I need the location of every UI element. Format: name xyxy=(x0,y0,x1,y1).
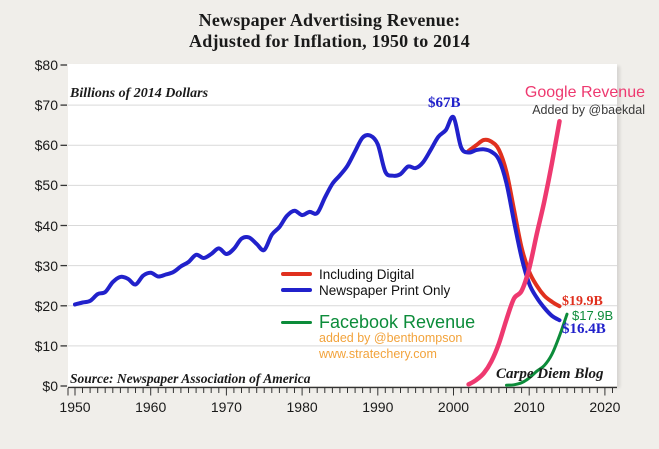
print-only-swatch xyxy=(281,288,312,292)
legend-row-print-only: Newspaper Print Only xyxy=(281,282,475,298)
units-note: Billions of 2014 Dollars xyxy=(70,86,209,101)
chart-title-line1: Newspaper Advertising Revenue: xyxy=(198,10,461,30)
facebook-site-label: www.stratechery.com xyxy=(319,347,437,361)
x-axis-label-1990: 1990 xyxy=(362,399,394,415)
chart-title-line2: Adjusted for Inflation, 1950 to 2014 xyxy=(189,31,470,52)
google-revenue-label: Google Revenue xyxy=(524,84,645,101)
y-axis-label-60: $60 xyxy=(34,137,58,154)
series-line-google-revenue xyxy=(466,118,562,387)
y-axis-label-0: $0 xyxy=(42,378,58,394)
including-digital-swatch xyxy=(281,272,312,276)
peak-value-label: $67B xyxy=(428,95,461,111)
series-line-facebook-revenue xyxy=(505,312,569,387)
legend: Including Digital Newspaper Print Only F… xyxy=(281,266,475,361)
series-line-newspaper-print-only xyxy=(73,114,562,323)
y-axis-label-20: $20 xyxy=(34,297,58,314)
facebook-credit-label: added by @benthompson xyxy=(319,331,463,345)
facebook-end-value: $17.9B xyxy=(572,308,614,323)
including-digital-label: Including Digital xyxy=(319,266,415,282)
print-only-label: Newspaper Print Only xyxy=(319,282,451,298)
x-axis-label-1970: 1970 xyxy=(210,399,242,415)
google-credit-label: Added by @baekdal xyxy=(532,102,645,117)
y-axis-label-40: $40 xyxy=(34,217,58,234)
chart-title: Newspaper Advertising Revenue: Adjusted … xyxy=(0,10,659,52)
x-axis-label-2000: 2000 xyxy=(437,399,470,415)
source-note: Source: Newspaper Association of America xyxy=(70,371,311,386)
facebook-label: Facebook Revenue xyxy=(319,311,476,332)
x-axis-label-1960: 1960 xyxy=(135,399,167,415)
including-digital-end-value: $19.9B xyxy=(562,294,603,309)
y-axis-label-70: $70 xyxy=(34,97,58,114)
y-axis-label-10: $10 xyxy=(34,337,58,354)
x-axis-label-2010: 2010 xyxy=(513,399,545,415)
x-axis-label-2020: 2020 xyxy=(589,399,621,415)
y-axis-label-30: $30 xyxy=(34,257,58,274)
x-axis-label-1950: 1950 xyxy=(59,399,91,415)
y-axis-label-50: $50 xyxy=(34,177,58,194)
facebook-swatch xyxy=(281,320,312,324)
print-end-value: $16.4B xyxy=(562,321,606,337)
blog-note: Carpe Diem Blog xyxy=(496,366,604,382)
series-line-including-digital xyxy=(466,137,562,309)
x-axis-label-1980: 1980 xyxy=(286,399,318,415)
legend-row-including-digital: Including Digital xyxy=(281,266,475,282)
google-annotation: Google Revenue Added by @baekdal xyxy=(525,84,645,117)
y-axis-label-80: $80 xyxy=(34,57,58,73)
legend-row-facebook: Facebook Revenue xyxy=(281,311,475,333)
